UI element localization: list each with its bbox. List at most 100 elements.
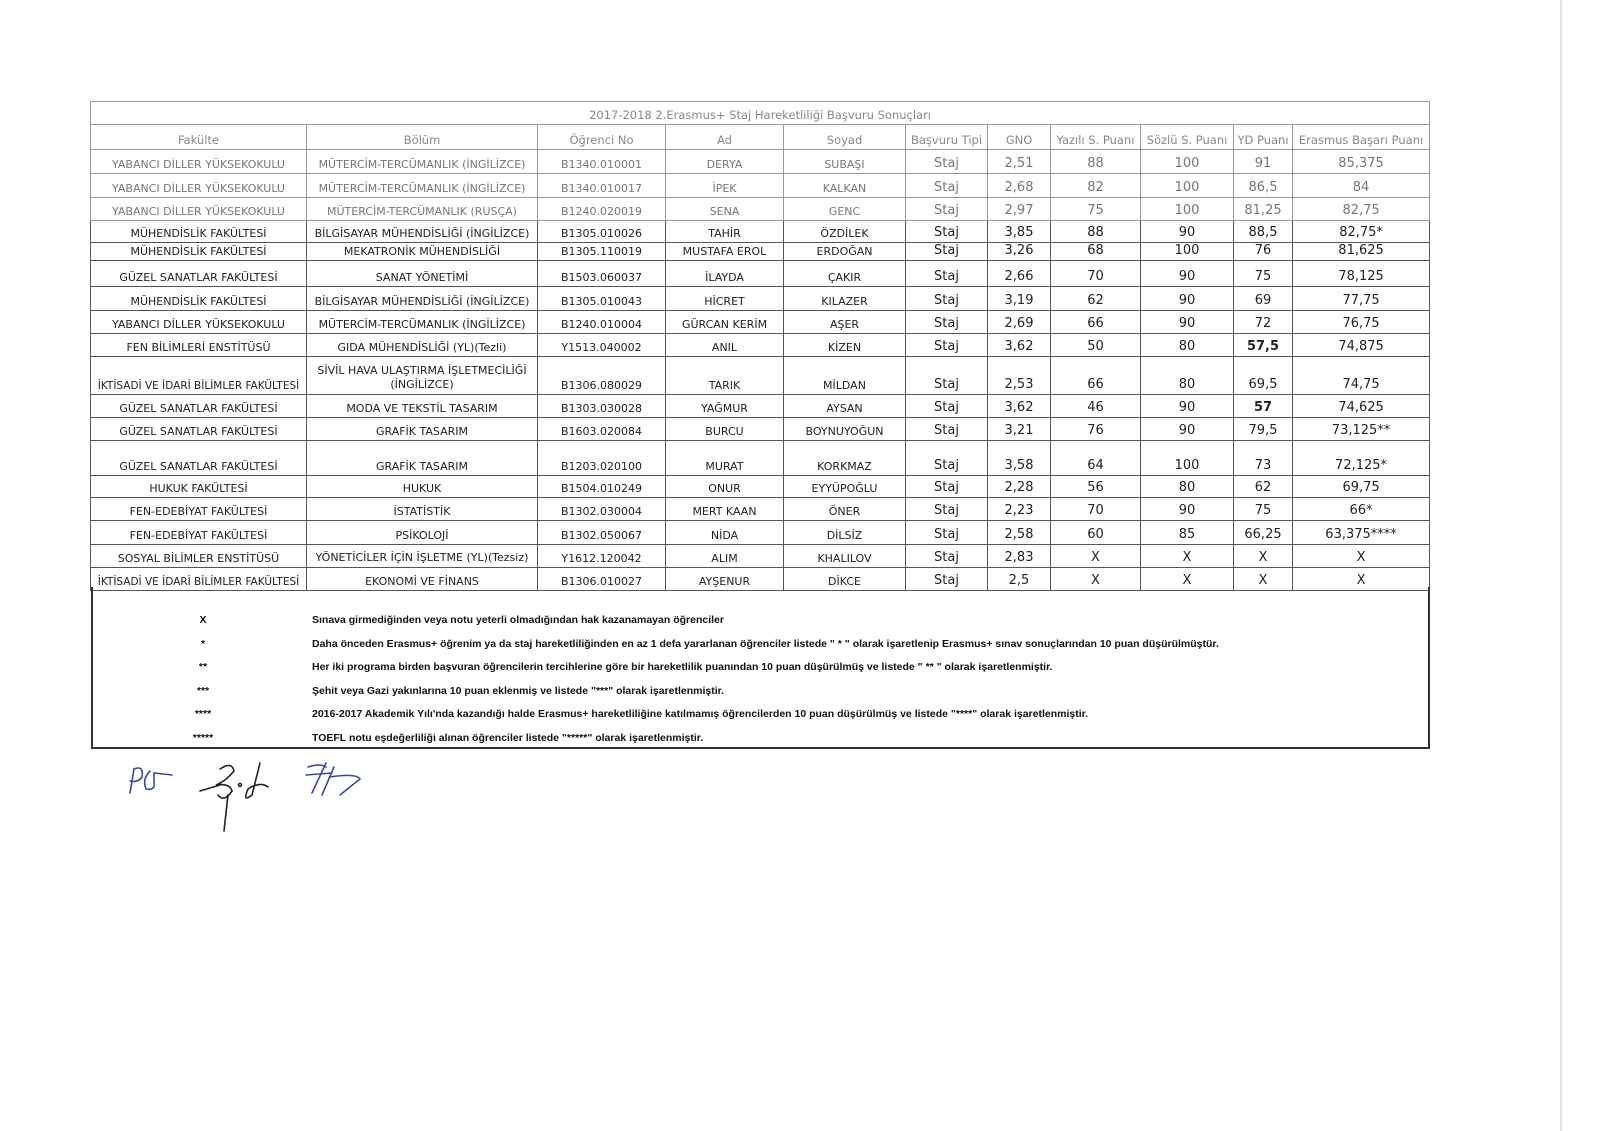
cell-first-name: ONUR [665, 475, 784, 498]
cell-written-score: 70 [1050, 497, 1141, 521]
cell-language-score: X [1233, 567, 1293, 591]
cell-first-name: DERYA [665, 149, 784, 174]
legend-symbol: *** [196, 684, 210, 697]
cell-application-type: Staj [905, 149, 988, 174]
cell-first-name: TARIK [665, 356, 784, 395]
scan-edge [1560, 0, 1562, 1131]
cell-surname: KORKMAZ [783, 440, 906, 476]
cell-first-name: İPEK [665, 173, 784, 198]
cell-faculty: GÜZEL SANATLAR FAKÜLTESİ [90, 417, 307, 441]
cell-faculty: İKTİSADİ VE İDARİ BİLİMLER FAKÜLTESİ [90, 567, 307, 591]
cell-application-type: Staj [905, 242, 988, 261]
cell-gpa: 2,83 [987, 544, 1051, 568]
table-row: İKTİSADİ VE İDARİ BİLİMLER FAKÜLTESİ EKON… [90, 567, 1431, 591]
table-row: FEN-EDEBİYAT FAKÜLTESİ İSTATİSTİK B1302.03… [90, 497, 1431, 521]
cell-written-score: 46 [1050, 394, 1141, 418]
cell-surname: ERDOĞAN [783, 242, 906, 261]
cell-written-score: 66 [1050, 356, 1141, 395]
cell-erasmus-score: 74,625 [1291, 394, 1431, 418]
handwritten-signature [129, 762, 362, 832]
column-header-language-score: YD Puanı [1233, 124, 1293, 150]
legend-text: 2016-2017 Akademik Yılı'nda kazandığı ha… [312, 708, 1089, 720]
cell-department: SİVİL HAVA ULAŞTIRMA İŞLETMECİLİĞİ (İNGİ… [306, 356, 538, 395]
cell-written-score: 75 [1050, 197, 1141, 221]
cell-written-score: 64 [1050, 440, 1141, 476]
cell-surname: ÖZDİLEK [783, 220, 906, 243]
cell-student-no: Y1513.040002 [537, 333, 666, 357]
legend-text: Daha önceden Erasmus+ öğrenim ya da staj… [312, 637, 1219, 650]
cell-language-score: 91 [1233, 149, 1293, 174]
cell-gpa: 2,5 [987, 567, 1051, 591]
cell-oral-score: X [1140, 567, 1234, 591]
cell-department: BİLGİSAYAR MÜHENDİSLİĞİ (İNGİLİZCE) [306, 220, 538, 243]
cell-written-score: 62 [1050, 286, 1141, 311]
cell-surname: KİZEN [783, 333, 906, 357]
column-header-faculty: Fakülte [90, 124, 307, 150]
cell-oral-score: 100 [1140, 149, 1234, 174]
cell-application-type: Staj [905, 197, 988, 221]
table-row: MÜHENDİSLİK FAKÜLTESİ MEKATRONİK MÜHENDİS… [90, 242, 1431, 261]
cell-student-no: B1302.030004 [537, 497, 666, 521]
cell-erasmus-score: 76,75 [1291, 310, 1431, 334]
column-header-first-name: Ad [665, 124, 784, 150]
cell-application-type: Staj [905, 286, 988, 311]
cell-erasmus-score: 81,625 [1291, 242, 1431, 261]
table-row: YABANCI DİLLER YÜKSEKOKULU MÜTERCİM-TERCÜ… [90, 149, 1431, 174]
cell-erasmus-score: 77,75 [1291, 286, 1431, 311]
cell-language-score: 57,5 [1233, 333, 1293, 357]
cell-surname: MİLDAN [783, 356, 906, 395]
cell-faculty: İKTİSADİ VE İDARİ BİLİMLER FAKÜLTESİ [90, 356, 307, 395]
results-table: 2017-2018 2.Erasmus+ Staj Hareketliliği … [89, 101, 1431, 591]
table-row: FEN BİLİMLERİ ENSTİTÜSÜ GIDA MÜHENDİSLİĞİ… [90, 333, 1431, 357]
legend-symbol: ** [198, 661, 208, 673]
cell-department: MÜTERCİM-TERCÜMANLIK (RUSÇA) [306, 197, 538, 221]
cell-surname: KALKAN [783, 173, 906, 198]
table-row: MÜHENDİSLİK FAKÜLTESİ BİLGİSAYAR MÜHENDİS… [90, 220, 1431, 243]
cell-surname: KHALILOV [783, 544, 906, 568]
cell-surname: AŞER [783, 310, 906, 334]
column-header-department: Bölüm [306, 124, 538, 150]
cell-surname: EYYÜPOĞLU [783, 475, 906, 498]
legend-text: TOEFL notu eşdeğerliliği alınan öğrencil… [312, 731, 704, 744]
cell-language-score: 88,5 [1233, 220, 1293, 243]
table-body: YABANCI DİLLER YÜKSEKOKULU MÜTERCİM-TERCÜ… [90, 149, 1431, 591]
cell-surname: GENC [783, 197, 906, 221]
cell-gpa: 3,21 [987, 417, 1051, 441]
cell-first-name: MURAT [665, 440, 784, 476]
cell-faculty: GÜZEL SANATLAR FAKÜLTESİ [90, 440, 307, 476]
column-header-gpa: GNO [987, 124, 1051, 150]
cell-department: BİLGİSAYAR MÜHENDİSLİĞİ (İNGİLİZCE) [306, 286, 538, 311]
cell-oral-score: 100 [1140, 173, 1234, 198]
cell-surname: AYSAN [783, 394, 906, 418]
cell-surname: ÇAKIR [783, 260, 906, 287]
cell-erasmus-score: 82,75* [1291, 220, 1431, 243]
legend-symbol: X [199, 614, 207, 626]
cell-erasmus-score: 66* [1291, 497, 1431, 521]
cell-first-name: YAĞMUR [665, 394, 784, 418]
cell-gpa: 3,58 [987, 440, 1051, 476]
cell-department: GRAFİK TASARIM [306, 440, 538, 476]
cell-surname: DİLSİZ [783, 520, 906, 545]
table-row: HUKUK FAKÜLTESİ HUKUK B1504.010249 ONUR EYYÜ… [90, 475, 1431, 498]
cell-surname: BOYNUYOĞUN [783, 417, 906, 441]
cell-oral-score: 100 [1140, 242, 1234, 261]
table-row: GÜZEL SANATLAR FAKÜLTESİ GRAFİK TASARIM B1… [90, 440, 1431, 476]
table-title: 2017-2018 2.Erasmus+ Staj Hareketliliği … [89, 101, 1431, 125]
cell-gpa: 2,97 [987, 197, 1051, 221]
cell-language-score: 72 [1233, 310, 1293, 334]
cell-language-score: 75 [1233, 497, 1293, 521]
cell-faculty: YABANCI DİLLER YÜKSEKOKULU [90, 173, 307, 198]
cell-written-score: 56 [1050, 475, 1141, 498]
cell-oral-score: 90 [1140, 260, 1234, 287]
cell-language-score: 69 [1233, 286, 1293, 311]
table-row: MÜHENDİSLİK FAKÜLTESİ BİLGİSAYAR MÜHENDİS… [90, 286, 1431, 311]
cell-first-name: ANIL [665, 333, 784, 357]
cell-language-score: 66,25 [1233, 520, 1293, 545]
legend-text: Sınava girmediğinden veya notu yeterli o… [312, 614, 724, 626]
cell-oral-score: 90 [1140, 220, 1234, 243]
cell-first-name: ALIM [665, 544, 784, 568]
cell-language-score: 73 [1233, 440, 1293, 476]
cell-student-no: B1503.060037 [537, 260, 666, 287]
table-row: İKTİSADİ VE İDARİ BİLİMLER FAKÜLTESİ SİVİ… [90, 356, 1431, 395]
column-header-erasmus-score: Erasmus Başarı Puanı [1291, 124, 1431, 150]
